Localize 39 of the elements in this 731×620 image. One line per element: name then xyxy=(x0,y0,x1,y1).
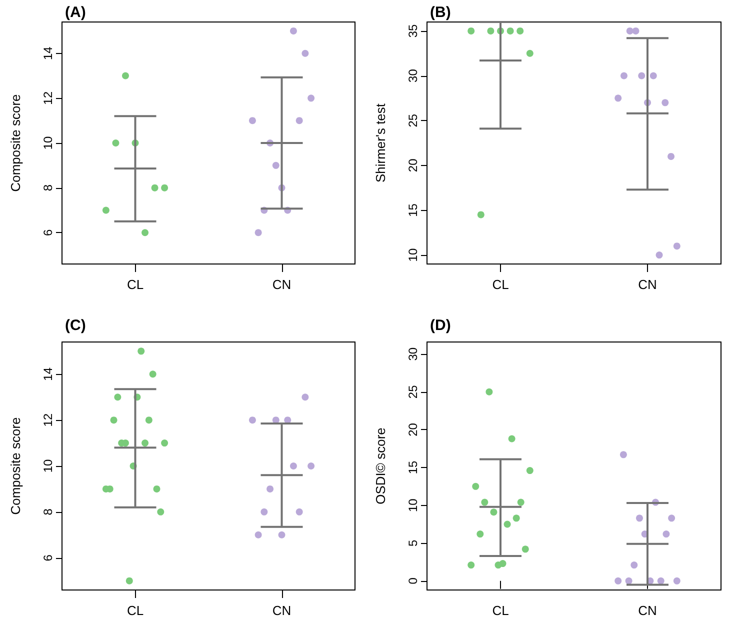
y-tick-label: 30 xyxy=(406,347,420,361)
y-tick-label: 12 xyxy=(41,413,55,427)
y-tick-label: 10 xyxy=(41,459,55,473)
y-axis-title: Composite score xyxy=(8,94,23,192)
x-tick-label: CL xyxy=(126,277,144,292)
y-tick-label: 15 xyxy=(406,460,420,474)
y-tick-label: 25 xyxy=(406,384,420,399)
chart-title: (D) xyxy=(430,317,451,334)
x-tick-label: CN xyxy=(272,277,292,292)
y-tick-label: 0 xyxy=(406,577,420,584)
y-tick-label: 5 xyxy=(406,539,420,546)
x-tick-label: CN xyxy=(272,603,292,618)
chart-title: (B) xyxy=(430,4,451,21)
x-tick-label: CL xyxy=(492,277,509,292)
y-tick-label: 6 xyxy=(41,228,55,236)
y-tick-label: 15 xyxy=(406,203,420,217)
y-tick-label: 20 xyxy=(406,422,420,436)
x-tick-label: CL xyxy=(126,603,144,618)
y-tick-label: 10 xyxy=(406,498,420,512)
y-tick-label: 10 xyxy=(41,136,55,150)
y-tick-label: 30 xyxy=(406,68,420,82)
y-tick-label: 25 xyxy=(406,114,420,128)
y-axis-title: Shirmer's test xyxy=(373,103,388,183)
y-tick-label: 35 xyxy=(406,24,420,38)
y-tick-label: 12 xyxy=(41,91,55,105)
y-axis-title: Composite score xyxy=(8,417,23,515)
y-tick-label: 10 xyxy=(406,248,420,262)
chart-title: (C) xyxy=(65,317,86,334)
chart-title: (A) xyxy=(65,4,86,21)
y-tick-label: 8 xyxy=(41,508,55,516)
y-axis-title: OSDI© score xyxy=(373,428,388,504)
y-tick-label: 14 xyxy=(41,46,55,60)
x-tick-label: CN xyxy=(638,277,657,292)
x-tick-label: CL xyxy=(492,603,509,618)
y-tick-label: 8 xyxy=(41,184,55,192)
y-tick-label: 14 xyxy=(41,367,55,381)
y-tick-label: 20 xyxy=(406,158,420,172)
y-tick-label: 6 xyxy=(41,554,55,562)
x-tick-label: CN xyxy=(638,603,657,618)
